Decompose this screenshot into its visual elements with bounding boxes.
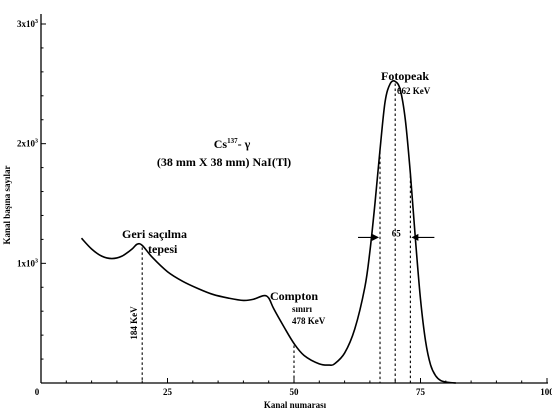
y-axis-title: Kanal başına sayılar — [2, 165, 12, 244]
y-tick-label: 3x103 — [17, 19, 38, 29]
x-tick-label: 25 — [163, 387, 173, 397]
photopeak-energy-label: 662 KeV — [397, 86, 431, 96]
y-ticks: 1x103 2x103 3x103 — [17, 19, 46, 360]
fwhm-right-arrowhead — [411, 233, 419, 241]
spectrum-curve — [80, 80, 456, 384]
fwhm-label: 65 — [392, 228, 402, 238]
x-tick-label: 75 — [416, 387, 426, 397]
x-tick-label: 0 — [35, 387, 40, 397]
title-gamma: - γ — [238, 137, 251, 151]
y-tick-label: 1x103 — [17, 258, 38, 268]
x-tick-label: 100 — [540, 387, 552, 397]
title-superscript: 137 — [227, 137, 238, 145]
photopeak-label: Fotopeak — [381, 69, 429, 83]
chart-title-line2: (38 mm X 38 mm) NaI(Tl) — [157, 155, 291, 169]
backscatter-label-line1: Geri saçılma — [122, 227, 187, 241]
x-axis-title: Kanal numarası — [264, 400, 327, 410]
compton-label-line1: Compton — [270, 289, 318, 303]
x-tick-label: 50 — [290, 387, 300, 397]
fwhm-left-arrowhead — [372, 233, 380, 241]
fwhm-marker: 65 — [358, 228, 435, 241]
x-ticks: 0 25 50 75 100 — [35, 378, 552, 397]
y-tick-label: 2x103 — [17, 139, 38, 149]
title-cs: Cs — [214, 137, 228, 151]
guide-lines — [141, 83, 411, 383]
backscatter-label-line2: tepesi — [148, 242, 178, 256]
compton-label-line2: sınırı — [292, 304, 313, 314]
chart-title-line1: Cs137- γ — [214, 137, 251, 151]
backscatter-energy-label: 184 KeV — [129, 306, 139, 340]
compton-energy-label: 478 KeV — [292, 316, 326, 326]
